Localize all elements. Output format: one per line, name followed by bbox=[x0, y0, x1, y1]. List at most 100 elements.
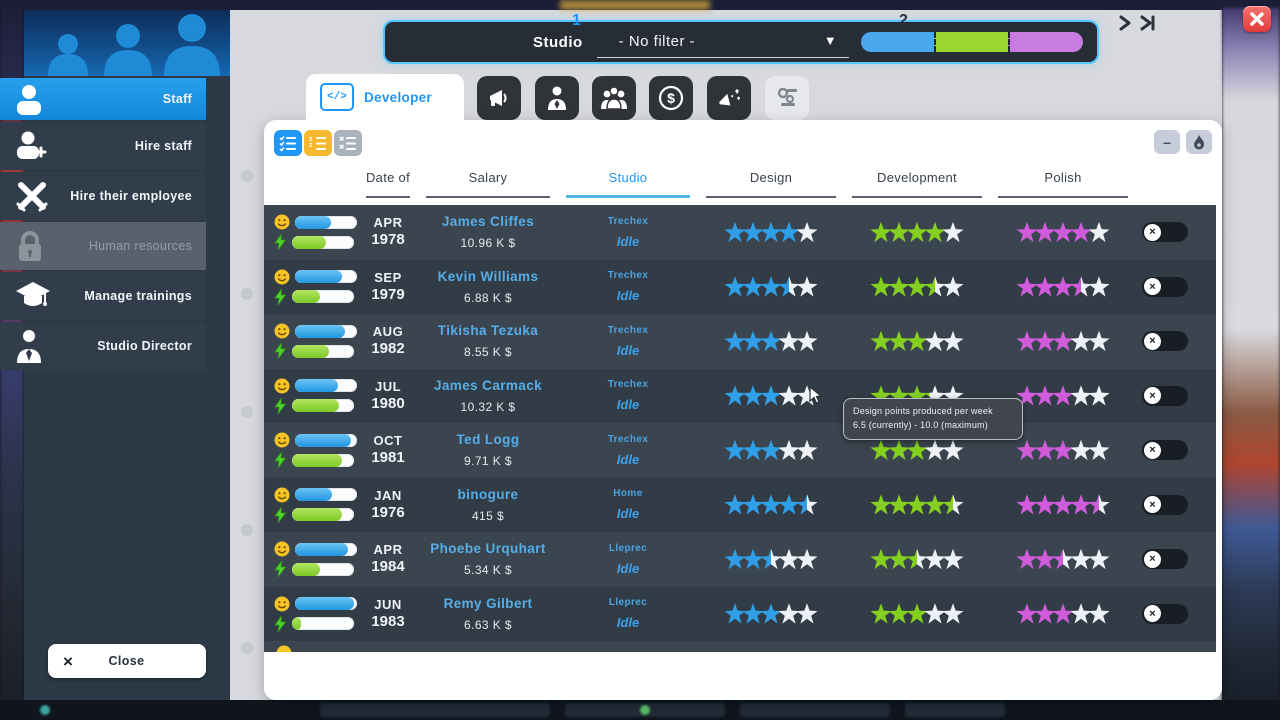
star-icon bbox=[778, 276, 800, 297]
name-salary-cell: binogure 415 $ bbox=[418, 487, 558, 523]
star-icon bbox=[742, 548, 764, 570]
mood-bar bbox=[295, 324, 357, 338]
name-salary-cell: Tikisha Tezuka 8.55 K $ bbox=[418, 323, 558, 359]
tab-developer[interactable]: </> Developer bbox=[306, 74, 464, 120]
header-studio[interactable]: Studio bbox=[558, 166, 698, 198]
tab-finance[interactable]: $ bbox=[649, 76, 693, 120]
star-icon bbox=[906, 276, 928, 297]
tab-promotion[interactable] bbox=[707, 76, 751, 120]
sidebar-item-human-resources: Human resources bbox=[0, 222, 206, 270]
status-badge: Idle bbox=[616, 397, 640, 413]
star-icon bbox=[778, 439, 800, 461]
star-icon bbox=[942, 548, 964, 570]
star-icon bbox=[796, 603, 818, 624]
tab-manager[interactable] bbox=[535, 76, 579, 120]
next-page-icon[interactable] bbox=[1118, 14, 1132, 32]
tab-staff-group[interactable] bbox=[592, 76, 636, 120]
sidebar-item-staff[interactable]: Staff bbox=[0, 78, 206, 120]
status-badge: Idle bbox=[616, 615, 640, 631]
chevron-down-icon: ▼ bbox=[823, 32, 837, 48]
sidebar-item-hire-their-employee[interactable]: Hire their employee bbox=[0, 172, 206, 220]
star-icon bbox=[760, 603, 782, 624]
employee-salary: 6.63 K $ bbox=[464, 617, 512, 632]
sidebar-item-manage-trainings[interactable]: Manage trainings bbox=[0, 272, 206, 320]
svg-text:z: z bbox=[309, 136, 313, 143]
filter-sleeping-button[interactable]: z z bbox=[304, 130, 332, 156]
star-icon bbox=[760, 330, 782, 352]
development-stars bbox=[844, 221, 990, 243]
header-date[interactable]: Date of bbox=[358, 166, 418, 198]
dismiss-toggle[interactable]: × bbox=[1142, 440, 1188, 461]
studio-filter-label: Studio bbox=[533, 33, 583, 51]
employee-name[interactable]: Tikisha Tezuka bbox=[437, 323, 539, 339]
tab-marketing[interactable] bbox=[477, 76, 521, 120]
tab-settings[interactable] bbox=[765, 76, 809, 120]
dismiss-toggle[interactable]: × bbox=[1142, 494, 1188, 515]
dismiss-toggle[interactable]: × bbox=[1142, 276, 1188, 297]
star-icon bbox=[1016, 221, 1038, 243]
table-row[interactable]: JUN 1983 Remy Gilbert 6.63 K $ Lleprec Id… bbox=[264, 586, 1216, 641]
flame-icon bbox=[1194, 134, 1204, 149]
employee-name[interactable]: Phoebe Urquhart bbox=[430, 541, 546, 557]
sidebar-item-studio-director[interactable]: Studio Director bbox=[0, 322, 206, 370]
employee-name[interactable]: Ted Logg bbox=[456, 432, 520, 448]
header-development[interactable]: Development bbox=[844, 166, 990, 198]
development-stars bbox=[844, 276, 990, 298]
star-icon bbox=[870, 276, 892, 297]
table-row[interactable]: JUL 1980 James Carmack 10.32 K $ Trechex … bbox=[264, 368, 1216, 423]
background-dots bbox=[241, 170, 255, 660]
studio-cell: Lleprec Idle bbox=[558, 543, 698, 576]
sidebar-item-hire-staff[interactable]: Hire staff bbox=[0, 122, 206, 170]
motivation-button[interactable] bbox=[1186, 130, 1212, 154]
star-icon bbox=[888, 494, 910, 515]
close-button[interactable]: × Close bbox=[48, 644, 206, 678]
star-icon bbox=[796, 439, 818, 461]
name-salary-cell: Kevin Williams 6.88 K $ bbox=[418, 269, 558, 305]
code-icon: </> bbox=[320, 83, 354, 111]
dollar-coin-icon: $ bbox=[658, 85, 684, 111]
table-row[interactable]: JAN 1976 binogure 415 $ Home Idle × bbox=[264, 477, 1216, 532]
studio-filter-select[interactable]: - No filter - ▼ bbox=[596, 27, 849, 58]
employee-name[interactable]: Kevin Williams bbox=[437, 268, 539, 284]
dismiss-toggle[interactable]: × bbox=[1142, 331, 1188, 352]
smiley-icon bbox=[274, 214, 290, 230]
star-icon bbox=[1070, 494, 1092, 515]
energy-bar bbox=[292, 562, 354, 576]
employee-name[interactable]: James Cliffes bbox=[441, 214, 535, 230]
dismiss-toggle[interactable]: × bbox=[1142, 222, 1188, 243]
filter-active-button[interactable] bbox=[274, 130, 302, 156]
employee-name[interactable]: James Carmack bbox=[433, 377, 543, 393]
header-design[interactable]: Design bbox=[698, 166, 844, 198]
sidebar-item-label: Human resources bbox=[88, 239, 192, 253]
studio-filter-value: - No filter - bbox=[618, 33, 696, 50]
star-icon bbox=[724, 221, 746, 243]
studio-name: Home bbox=[613, 488, 643, 500]
dismiss-toggle[interactable]: × bbox=[1142, 603, 1188, 624]
design-legend-segment bbox=[861, 32, 934, 52]
energy-bolt-icon bbox=[274, 561, 287, 578]
last-page-icon[interactable] bbox=[1139, 14, 1157, 32]
close-button-label: Close bbox=[108, 654, 145, 668]
filter-inactive-button[interactable] bbox=[334, 130, 362, 156]
minimize-button[interactable]: – bbox=[1154, 130, 1180, 154]
table-row[interactable]: APR 1984 Phoebe Urquhart 5.34 K $ Lleprec… bbox=[264, 532, 1216, 587]
table-row[interactable]: APR 1978 James Cliffes 10.96 K $ Trechex … bbox=[264, 205, 1216, 260]
dismiss-toggle[interactable]: × bbox=[1142, 549, 1188, 570]
energy-bar bbox=[292, 290, 354, 304]
lock-icon bbox=[14, 229, 46, 263]
employee-name[interactable]: Remy Gilbert bbox=[443, 595, 533, 611]
table-row[interactable]: OCT 1981 Ted Logg 9.71 K $ Trechex Idle × bbox=[264, 423, 1216, 478]
dismiss-toggle[interactable]: × bbox=[1142, 385, 1188, 406]
sidebar-item-label: Staff bbox=[162, 92, 192, 106]
page-2-button[interactable]: 2 bbox=[899, 12, 909, 29]
page-1-button[interactable]: 1 bbox=[572, 12, 582, 29]
header-polish[interactable]: Polish bbox=[990, 166, 1136, 198]
table-row[interactable]: SEP 1979 Kevin Williams 6.88 K $ Trechex … bbox=[264, 259, 1216, 314]
name-salary-cell: James Cliffes 10.96 K $ bbox=[418, 214, 558, 250]
star-icon bbox=[888, 439, 910, 461]
table-row[interactable]: AUG 1982 Tikisha Tezuka 8.55 K $ Trechex … bbox=[264, 314, 1216, 369]
employee-name[interactable]: binogure bbox=[457, 486, 519, 502]
employee-salary: 10.32 K $ bbox=[460, 399, 516, 414]
header-salary[interactable]: Salary bbox=[418, 166, 558, 198]
window-close-button[interactable] bbox=[1243, 6, 1271, 32]
